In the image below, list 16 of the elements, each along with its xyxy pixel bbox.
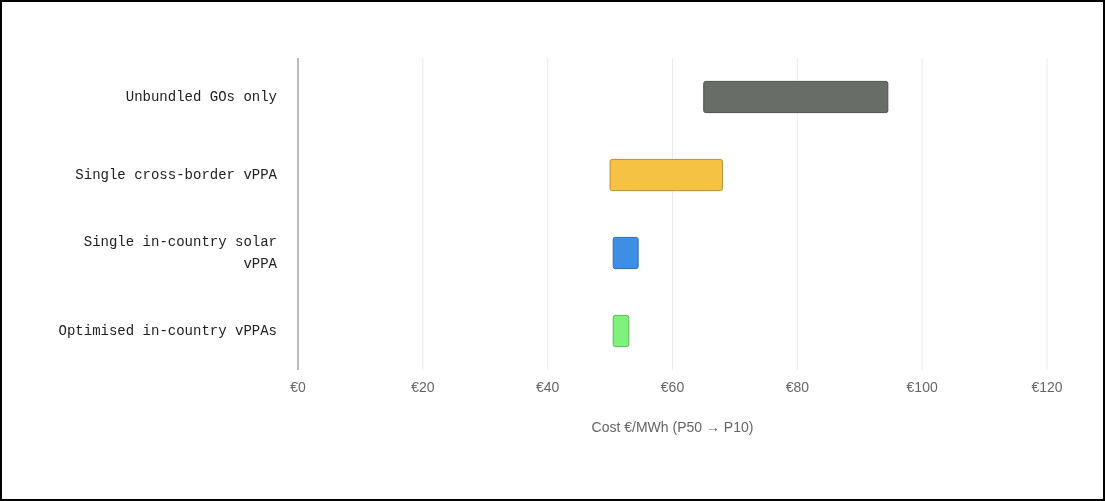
bar — [612, 236, 639, 270]
y-tick-label: Single in-country solar vPPA — [83, 233, 278, 272]
x-tick-label: €80 — [785, 379, 810, 395]
x-tick-label: €100 — [906, 379, 938, 395]
bar — [703, 80, 889, 114]
x-tick-label: €120 — [1031, 379, 1063, 395]
x-tick-label: €20 — [411, 379, 435, 395]
y-tick-label: Single cross-border vPPA — [75, 166, 278, 183]
x-axis-title: Cost €/MWh (P50 → P10) — [591, 419, 754, 435]
bar — [609, 158, 723, 192]
bar — [612, 314, 630, 348]
x-tick-label: €0 — [290, 379, 306, 395]
y-tick-label: Unbundled GOs only — [125, 88, 277, 105]
y-tick-label: Optimised in-country vPPAs — [58, 322, 277, 339]
x-tick-label: €40 — [535, 379, 560, 395]
x-tick-label: €60 — [660, 379, 685, 395]
